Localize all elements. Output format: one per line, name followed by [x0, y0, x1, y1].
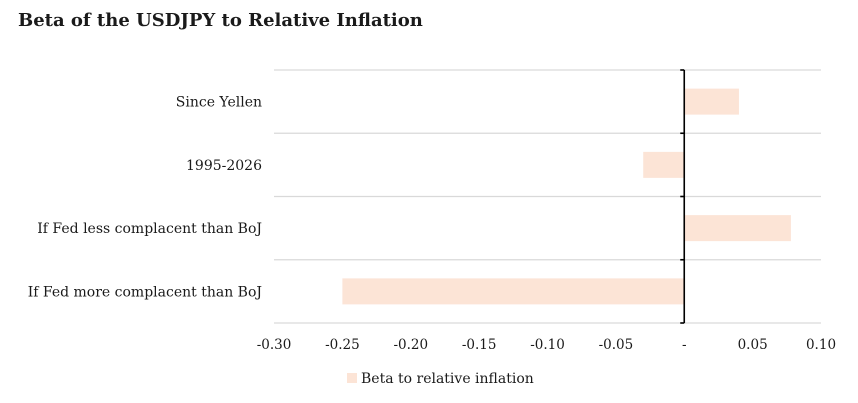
x-tick-label: 0.05 — [738, 337, 768, 353]
x-tick-label: - — [682, 337, 687, 353]
category-label: If Fed less complacent than BoJ — [37, 221, 262, 237]
category-labels: Since Yellen 1995-2026 If Fed less complac… — [28, 95, 262, 301]
zero-axis — [680, 69, 686, 324]
bar — [643, 151, 685, 178]
legend: Beta to relative inflation — [347, 371, 534, 387]
x-tick-label: 0.10 — [806, 337, 836, 353]
bars — [342, 88, 791, 305]
x-tick-labels: -0.30 -0.25 -0.20 -0.15 -0.10 -0.05-0.05 0.10 — [257, 337, 836, 353]
x-tick-label: -0.15 — [462, 337, 497, 353]
category-label: 1995-2026 — [186, 158, 262, 174]
legend-swatch — [347, 373, 357, 383]
category-label: If Fed more complacent than BoJ — [28, 284, 262, 300]
gridlines — [274, 69, 821, 324]
x-tick-label: -0.30 — [257, 337, 292, 353]
bar — [684, 215, 791, 242]
bar — [684, 88, 739, 115]
x-tick-label: -0.25 — [325, 337, 360, 353]
x-tick-label: -0.05 — [599, 337, 634, 353]
legend-label: Beta to relative inflation — [361, 371, 534, 387]
category-label: Since Yellen — [176, 95, 262, 111]
x-tick-label: -0.10 — [530, 337, 565, 353]
x-tick-label: -0.20 — [393, 337, 428, 353]
bar — [342, 278, 685, 305]
chart-title: Beta of the USDJPY to Relative Inflation — [18, 10, 423, 31]
